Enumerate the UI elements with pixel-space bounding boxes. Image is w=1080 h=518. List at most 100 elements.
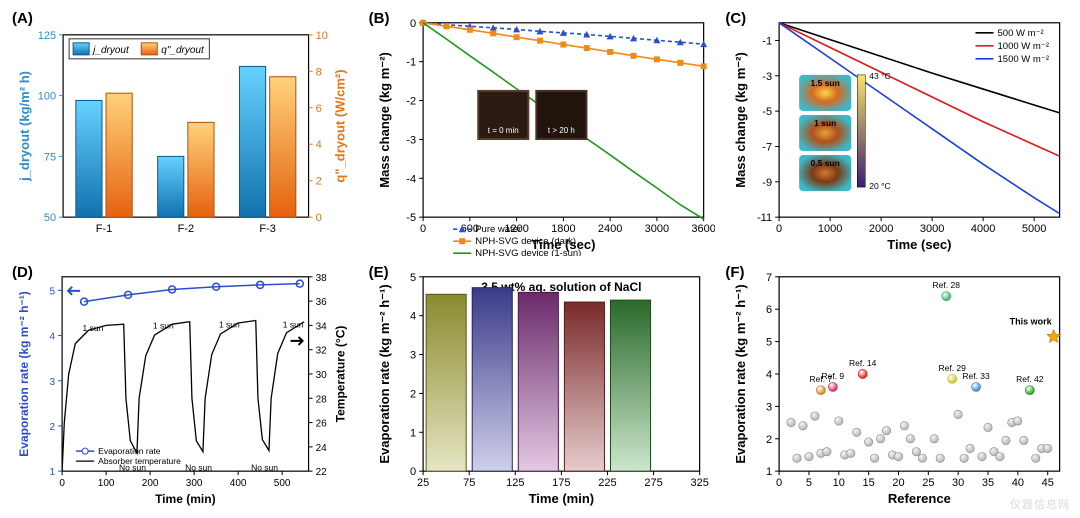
svg-text:Temperature (°C): Temperature (°C) [334, 326, 348, 423]
svg-text:t > 20 h: t > 20 h [548, 126, 575, 135]
bar-q [106, 93, 132, 217]
svg-text:20 °C: 20 °C [870, 181, 891, 191]
bar-j [239, 66, 265, 217]
svg-text:This work: This work [1010, 317, 1053, 327]
svg-text:Ref. 9: Ref. 9 [822, 371, 845, 381]
svg-text:275: 275 [644, 477, 662, 489]
scatter-ref [948, 374, 957, 383]
svg-text:-1: -1 [406, 57, 416, 69]
panel-label: (A) [12, 10, 33, 27]
svg-text:10: 10 [316, 30, 328, 42]
svg-text:-7: -7 [763, 141, 773, 153]
svg-text:10: 10 [833, 477, 845, 489]
bar-q [270, 77, 296, 217]
svg-text:28: 28 [316, 394, 328, 405]
scatter-ref [829, 382, 838, 391]
svg-text:5000: 5000 [1022, 223, 1047, 235]
svg-text:3000: 3000 [644, 223, 669, 235]
svg-text:300: 300 [186, 478, 203, 489]
scatter-point [787, 418, 795, 426]
svg-text:5: 5 [410, 272, 416, 284]
svg-text:Reference: Reference [888, 491, 951, 506]
svg-text:43 °C: 43 °C [870, 71, 891, 81]
svg-text:j_dryout: j_dryout [91, 45, 130, 56]
svg-text:35: 35 [982, 477, 994, 489]
scatter-point [835, 417, 843, 425]
svg-text:5: 5 [806, 477, 812, 489]
scatter-ref [1026, 386, 1035, 395]
svg-text:1500 W m⁻²: 1500 W m⁻² [998, 54, 1049, 65]
bar [610, 300, 650, 471]
scatter-point [847, 449, 855, 457]
svg-text:0.5 sun: 0.5 sun [811, 158, 840, 168]
svg-text:125: 125 [38, 30, 56, 42]
evaporation-line [84, 284, 300, 302]
svg-text:Evaporation rate: Evaporation rate [98, 446, 161, 456]
scatter-point [996, 452, 1004, 460]
svg-text:100: 100 [38, 91, 56, 103]
svg-text:30: 30 [316, 370, 328, 381]
scatter-point [907, 435, 915, 443]
svg-text:-1: -1 [763, 35, 773, 47]
svg-text:3: 3 [50, 377, 56, 388]
svg-text:Evaporation rate (kg m⁻² h⁻¹): Evaporation rate (kg m⁻² h⁻¹) [17, 291, 31, 457]
svg-text:40: 40 [1012, 477, 1024, 489]
scatter-point [966, 444, 974, 452]
svg-text:100: 100 [98, 478, 115, 489]
svg-text:500: 500 [274, 478, 291, 489]
panel-label: (C) [725, 10, 746, 27]
svg-text:-5: -5 [763, 106, 773, 118]
svg-text:7: 7 [766, 272, 772, 284]
scatter-point [978, 452, 986, 460]
svg-text:2: 2 [50, 422, 56, 433]
scatter-point [811, 412, 819, 420]
scatter-point [1014, 417, 1022, 425]
svg-text:4000: 4000 [971, 223, 996, 235]
svg-text:175: 175 [552, 477, 570, 489]
scatter-point [805, 452, 813, 460]
svg-text:3600: 3600 [691, 223, 715, 235]
svg-text:125: 125 [506, 477, 524, 489]
svg-text:F-3: F-3 [259, 223, 276, 235]
svg-text:No sun: No sun [251, 463, 278, 473]
svg-text:1 sun: 1 sun [153, 321, 174, 331]
legend: j_dryoutq"_dryout [69, 39, 209, 59]
svg-text:Ref. 42: Ref. 42 [1016, 374, 1044, 384]
svg-text:22: 22 [316, 467, 328, 478]
svg-text:4: 4 [50, 332, 56, 343]
svg-text:1: 1 [766, 466, 772, 478]
bar [426, 294, 466, 471]
svg-text:2: 2 [766, 434, 772, 446]
scatter-point [918, 454, 926, 462]
scatter-point [913, 448, 921, 456]
svg-text:-2: -2 [406, 96, 416, 108]
svg-text:8: 8 [316, 66, 322, 78]
scatter-point [930, 435, 938, 443]
svg-text:Time (min): Time (min) [155, 492, 216, 506]
svg-text:2000: 2000 [869, 223, 894, 235]
svg-text:6: 6 [316, 103, 322, 115]
svg-text:0: 0 [410, 466, 416, 478]
svg-text:5: 5 [766, 337, 772, 349]
svg-text:1.5 sun: 1.5 sun [811, 78, 840, 88]
scatter-point [871, 454, 879, 462]
svg-text:3: 3 [410, 350, 416, 362]
scatter-point [1032, 454, 1040, 462]
svg-text:400: 400 [230, 478, 247, 489]
this-work-star [1047, 330, 1060, 343]
scatter-ref [942, 292, 951, 301]
svg-text:0: 0 [316, 212, 322, 224]
panel-label: (D) [12, 264, 33, 281]
svg-text:1000 W m⁻²: 1000 W m⁻² [998, 41, 1049, 52]
svg-text:4: 4 [316, 139, 322, 151]
svg-text:38: 38 [316, 273, 328, 284]
scatter-ref [817, 386, 826, 395]
svg-text:325: 325 [690, 477, 708, 489]
svg-text:26: 26 [316, 419, 328, 430]
svg-text:50: 50 [44, 212, 56, 224]
svg-text:-3: -3 [763, 71, 773, 83]
svg-text:0: 0 [776, 477, 782, 489]
svg-text:Absorber temperature: Absorber temperature [98, 456, 181, 466]
panel-label: (E) [369, 264, 389, 281]
svg-text:No sun: No sun [185, 463, 212, 473]
